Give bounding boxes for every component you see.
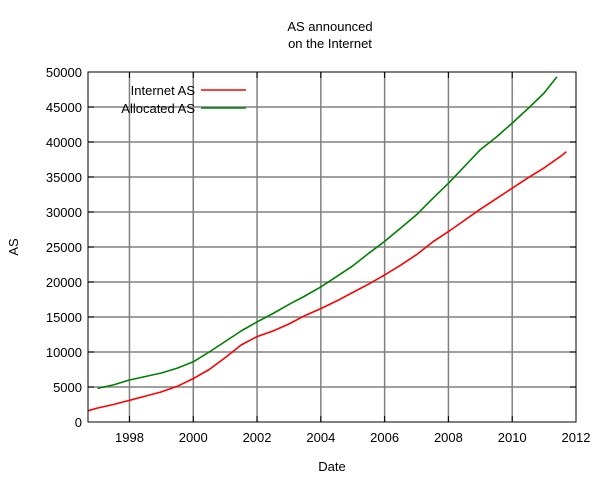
series-line-internet-as xyxy=(87,151,567,412)
x-tick-label: 2006 xyxy=(370,430,399,445)
chart-title-line: AS announced xyxy=(287,19,372,34)
y-tick-label: 10000 xyxy=(46,345,82,360)
x-tick-label: 2010 xyxy=(498,430,527,445)
x-tick-label: 2008 xyxy=(434,430,463,445)
y-tick-label: 0 xyxy=(75,415,82,430)
y-tick-label: 45000 xyxy=(46,100,82,115)
x-tick-label: 2004 xyxy=(306,430,335,445)
series-line-allocated-as xyxy=(97,76,558,390)
y-tick-label: 15000 xyxy=(46,310,82,325)
y-axis-label: AS xyxy=(6,238,21,256)
y-tick-label: 35000 xyxy=(46,170,82,185)
y-tick-label: 30000 xyxy=(46,205,82,220)
legend-label: Internet AS xyxy=(131,83,196,98)
chart-title-line: on the Internet xyxy=(288,36,372,51)
legend-label: Allocated AS xyxy=(121,101,195,116)
x-tick-label: 2000 xyxy=(179,430,208,445)
grid xyxy=(88,72,576,422)
y-tick-label: 40000 xyxy=(46,135,82,150)
x-tick-label: 2002 xyxy=(243,430,272,445)
x-tick-label: 2012 xyxy=(562,430,591,445)
y-tick-label: 5000 xyxy=(53,380,82,395)
x-axis-label: Date xyxy=(318,459,345,474)
legend: Internet AS Allocated AS xyxy=(121,83,246,116)
y-tick-label: 50000 xyxy=(46,65,82,80)
series-lines xyxy=(87,76,567,412)
chart-title: AS announced on the Internet xyxy=(287,19,372,51)
y-tick-label: 25000 xyxy=(46,240,82,255)
y-tick-label: 20000 xyxy=(46,275,82,290)
x-tick-label: 1998 xyxy=(115,430,144,445)
axis-ticks: 0 5000 10000 15000 20000 25000 30000 35000 40000… xyxy=(46,65,591,445)
